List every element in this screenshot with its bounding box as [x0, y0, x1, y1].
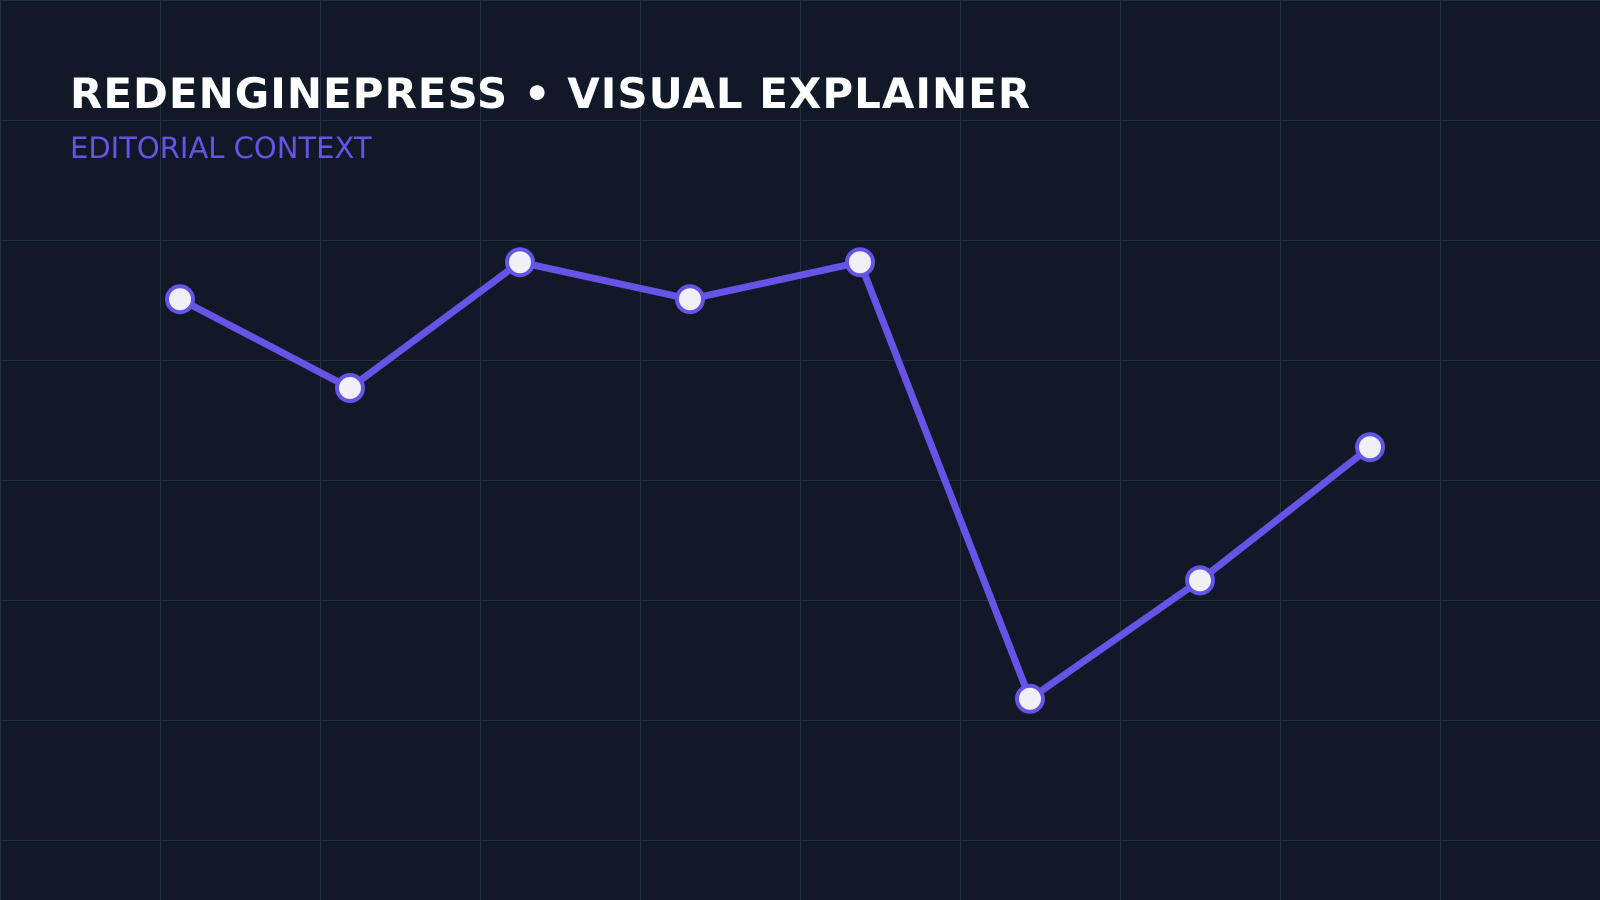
data-point — [845, 247, 875, 278]
data-point — [505, 247, 535, 278]
chart-subtitle: EDITORIAL CONTEXT — [70, 131, 372, 165]
chart-title: REDENGINEPRESS • VISUAL EXPLAINER — [70, 69, 1032, 118]
series-line — [176, 258, 1374, 703]
data-point — [1015, 683, 1045, 714]
header: REDENGINEPRESS • VISUAL EXPLAINER EDITOR… — [70, 66, 1031, 166]
data-point — [1185, 565, 1215, 596]
data-point — [675, 284, 705, 315]
data-point — [1355, 432, 1385, 463]
data-point — [165, 284, 195, 315]
data-point — [335, 373, 365, 403]
